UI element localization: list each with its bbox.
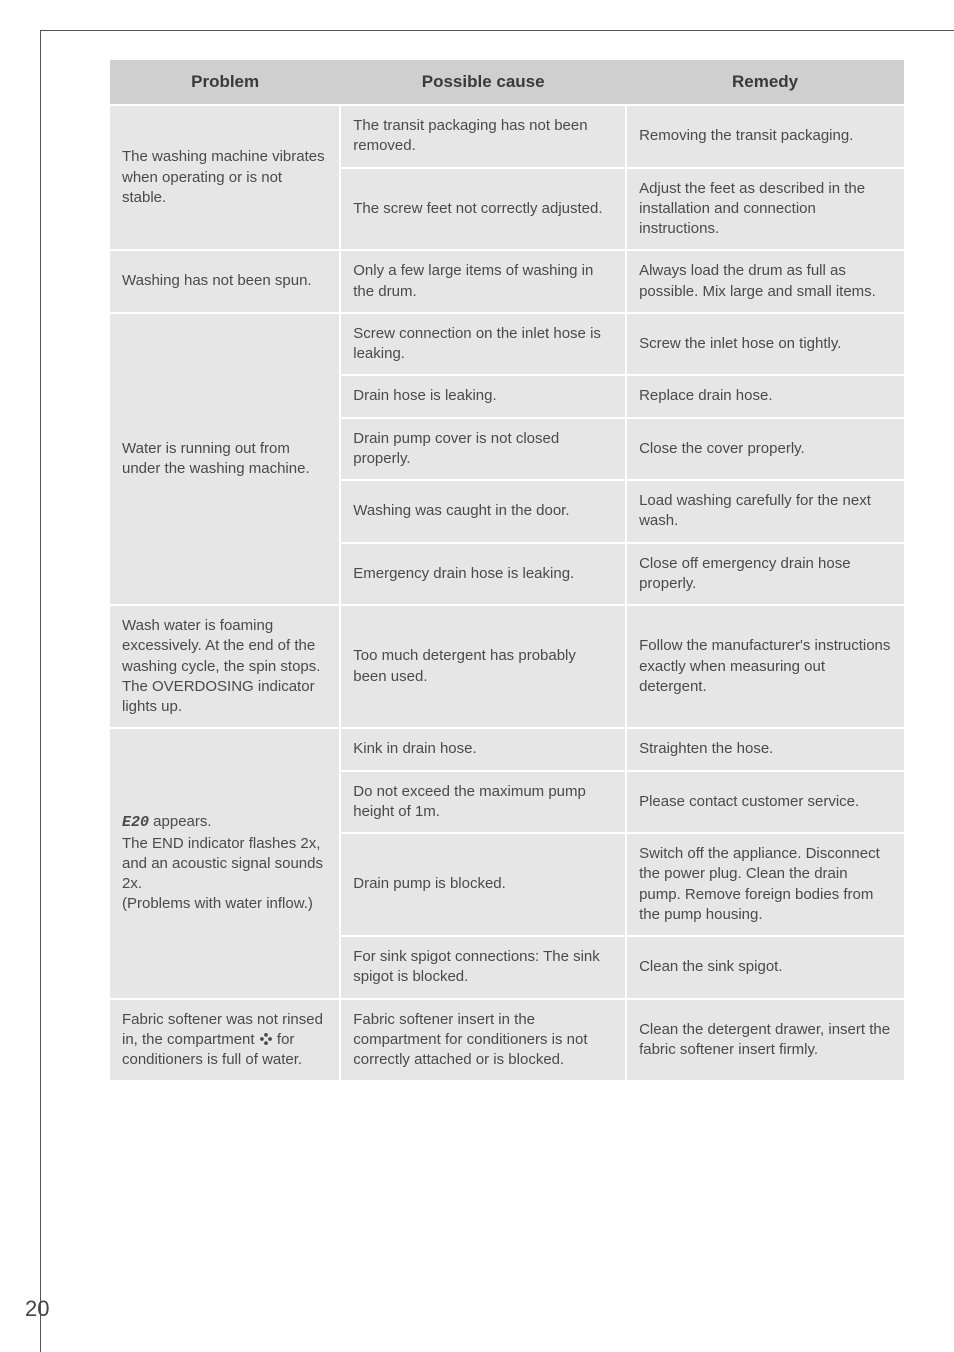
table-row: E20 appears.The END indicator flashes 2x… — [110, 728, 904, 770]
remedy-cell: Always load the drum as full as possible… — [626, 250, 904, 313]
cause-cell: Drain pump is blocked. — [340, 833, 626, 936]
remedy-cell: Switch off the appliance. Disconnect the… — [626, 833, 904, 936]
header-remedy: Remedy — [626, 60, 904, 105]
cause-cell: Kink in drain hose. — [340, 728, 626, 770]
flower-icon — [259, 1032, 273, 1046]
cause-cell: For sink spigot connections: The sink sp… — [340, 936, 626, 999]
remedy-cell: Follow the manufacturer's instructions e… — [626, 605, 904, 728]
cause-cell: Drain hose is leaking. — [340, 375, 626, 417]
remedy-cell: Clean the detergent drawer, insert the f… — [626, 999, 904, 1082]
table-header-row: Problem Possible cause Remedy — [110, 60, 904, 105]
table-container: Problem Possible cause Remedy The washin… — [110, 60, 904, 1082]
remedy-cell: Please contact customer service. — [626, 771, 904, 834]
remedy-cell: Load washing carefully for the next wash… — [626, 480, 904, 543]
table-row: Fabric softener was not rinsed in, the c… — [110, 999, 904, 1082]
cause-cell: Too much detergent has probably been use… — [340, 605, 626, 728]
problem-cell: Fabric softener was not rinsed in, the c… — [110, 999, 340, 1082]
remedy-cell: Close off emergency drain hose properly. — [626, 543, 904, 606]
cause-cell: Emergency drain hose is leaking. — [340, 543, 626, 606]
remedy-cell: Adjust the feet as described in the inst… — [626, 168, 904, 251]
cause-cell: Do not exceed the maxi­mum pump height o… — [340, 771, 626, 834]
problem-cell: E20 appears.The END indicator flashes 2x… — [110, 728, 340, 998]
cause-cell: Washing was caught in the door. — [340, 480, 626, 543]
problem-cell: The washing machine vibrates when operat… — [110, 105, 340, 250]
remedy-cell: Screw the inlet hose on tightly. — [626, 313, 904, 376]
table-body: The washing machine vibrates when operat… — [110, 105, 904, 1081]
cause-cell: Screw connection on the in­let hose is l… — [340, 313, 626, 376]
table-row: The washing machine vibrates when operat… — [110, 105, 904, 168]
error-code: E20 — [122, 814, 149, 831]
header-problem: Problem — [110, 60, 340, 105]
problem-cell: Wash water is foaming excessively. At th… — [110, 605, 340, 728]
page-number: 20 — [25, 1296, 49, 1322]
remedy-cell: Straighten the hose. — [626, 728, 904, 770]
cause-cell: The transit packaging has not been remov… — [340, 105, 626, 168]
remedy-cell: Clean the sink spigot. — [626, 936, 904, 999]
cause-cell: Only a few large items of washing in the… — [340, 250, 626, 313]
table-row: Wash water is foaming excessively. At th… — [110, 605, 904, 728]
cause-cell: The screw feet not correctly adjusted. — [340, 168, 626, 251]
header-cause: Possible cause — [340, 60, 626, 105]
cause-cell: Drain pump cover is not closed properly. — [340, 418, 626, 481]
remedy-cell: Close the cover properly. — [626, 418, 904, 481]
cause-cell: Fabric softener insert in the compartmen… — [340, 999, 626, 1082]
table-row: Washing has not been spun.Only a few lar… — [110, 250, 904, 313]
remedy-cell: Replace drain hose. — [626, 375, 904, 417]
troubleshooting-table: Problem Possible cause Remedy The washin… — [110, 60, 904, 1082]
problem-cell: Water is running out from under the wash… — [110, 313, 340, 605]
remedy-cell: Removing the transit pack­aging. — [626, 105, 904, 168]
problem-cell: Washing has not been spun. — [110, 250, 340, 313]
table-row: Water is running out from under the wash… — [110, 313, 904, 376]
